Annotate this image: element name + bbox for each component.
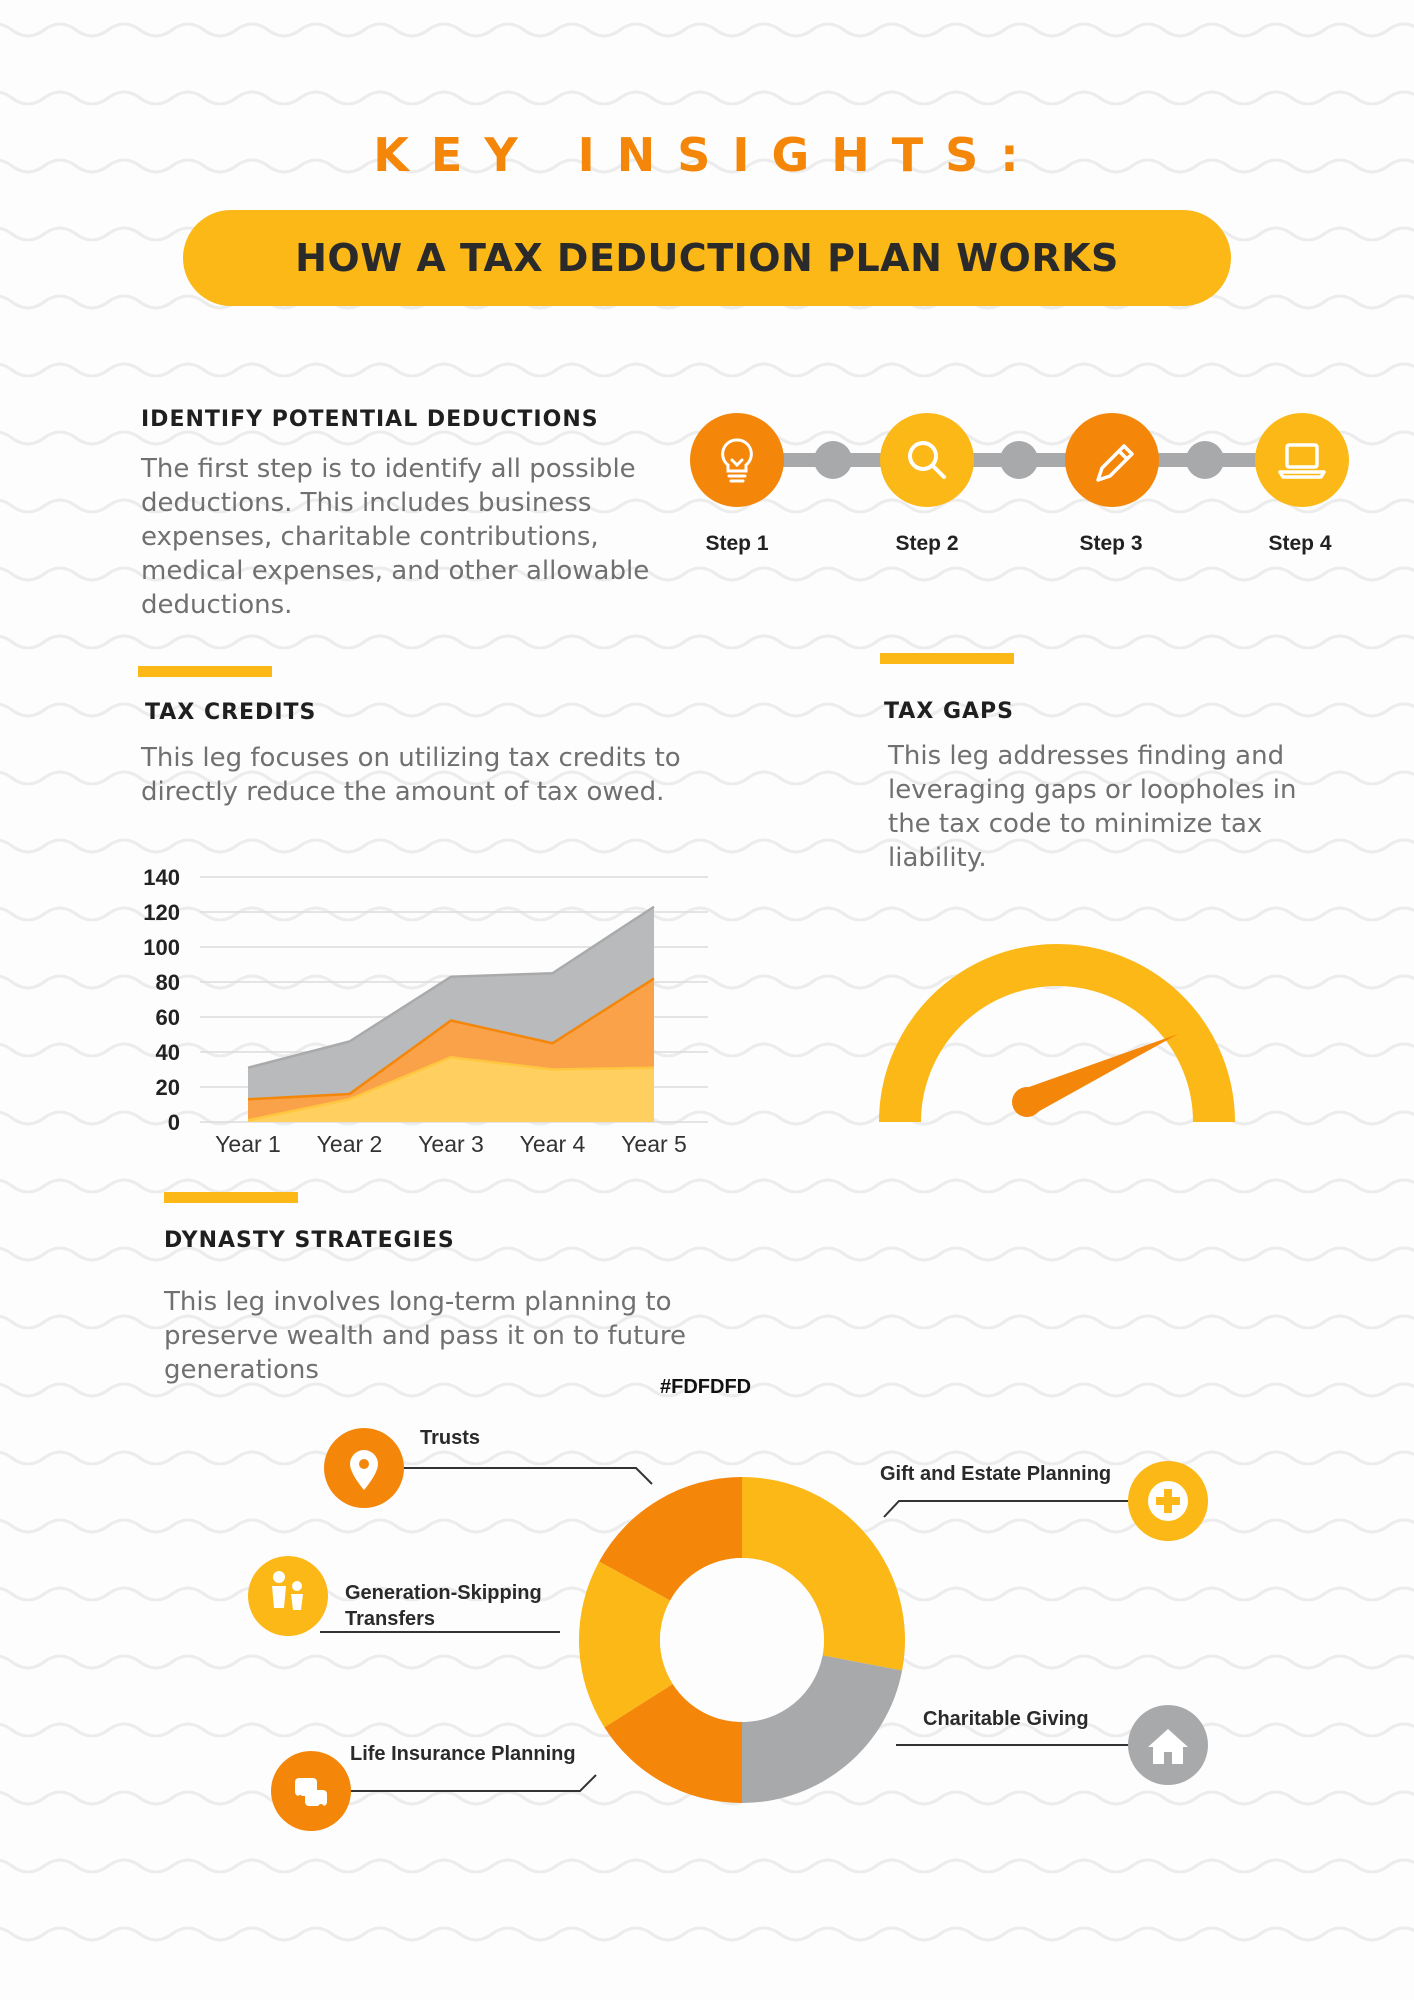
car-icon (295, 1778, 327, 1810)
callout-life-insurance: Life Insurance Planning (350, 1743, 576, 1765)
y-tick-label: 140 (143, 865, 180, 890)
step-2-label: Step 2 (895, 532, 959, 555)
donut-slice-2 (742, 1655, 903, 1803)
x-tick-label: Year 4 (520, 1131, 586, 1157)
area-series-2 (248, 978, 654, 1121)
donut-slice-3 (604, 1683, 742, 1803)
area-series-2-line (247, 977, 655, 1101)
hex-color-note: #FDFDFD (660, 1376, 752, 1398)
x-tick-label: Year 1 (215, 1131, 281, 1157)
tax-gaps-gauge (879, 944, 1235, 1123)
house-icon (1148, 1729, 1188, 1764)
gauge-arc (879, 944, 1235, 1123)
gst-badge (248, 1556, 328, 1636)
y-tick-label: 40 (156, 1040, 180, 1065)
life-insurance-badge (271, 1751, 351, 1831)
steps-timeline (690, 413, 1349, 507)
step-4-label: Step 4 (1268, 532, 1332, 555)
y-tick-label: 60 (156, 1005, 180, 1030)
step-2-badge (880, 413, 974, 507)
y-tick-label: 20 (156, 1075, 180, 1100)
laptop-icon (1278, 443, 1326, 479)
banner-title: HOW A TAX DEDUCTION PLAN WORKS (295, 236, 1119, 280)
dynasty-donut-chart (248, 1428, 1208, 1831)
charitable-badge (1128, 1705, 1208, 1785)
tax-gaps-body: This leg addresses finding and leveragin… (888, 741, 1297, 873)
step-1-badge (690, 413, 784, 507)
callout-trusts: Trusts (420, 1427, 481, 1449)
tax-gaps-accent-bar (880, 653, 1014, 664)
y-tick-label: 80 (156, 970, 180, 995)
dynasty-body: This leg involves long-term planning to … (164, 1287, 686, 1385)
tax-credits-body: This leg focuses on utilizing tax credit… (141, 743, 681, 807)
lightbulb-icon (721, 438, 753, 483)
timeline-dot (1186, 441, 1224, 479)
trusts-leader-line (403, 1467, 653, 1485)
timeline-dot (1000, 441, 1038, 479)
donut-hole (660, 1558, 824, 1722)
callout-gift-estate: Gift and Estate Planning (880, 1463, 1112, 1485)
life-insurance-leader-line (350, 1774, 597, 1792)
x-tick-label: Year 3 (418, 1131, 484, 1157)
tax-credits-accent-bar (138, 666, 272, 677)
step-3-label: Step 3 (1079, 532, 1143, 555)
medical-cross-icon (1148, 1481, 1188, 1521)
identify-heading: IDENTIFY POTENTIAL DEDUCTIONS (141, 407, 599, 432)
donut-slice-4 (578, 1561, 673, 1728)
step-3-badge (1065, 413, 1159, 507)
tax-credits-area-chart: 0 20 40 60 80 100 120 140 Year 1 Year 2 Year 3 Yea… (143, 865, 708, 1157)
location-pin-icon (350, 1450, 378, 1490)
area-series-3-line (247, 905, 655, 1069)
y-tick-label: 0 (168, 1110, 180, 1135)
trusts-badge (324, 1428, 404, 1508)
x-tick-label: Year 2 (317, 1131, 383, 1157)
step-4-badge (1255, 413, 1349, 507)
gauge-needle (1012, 1033, 1179, 1117)
callout-charitable: Charitable Giving (923, 1708, 1089, 1730)
dynasty-heading: DYNASTY STRATEGIES (164, 1228, 455, 1253)
timeline-dot (814, 441, 852, 479)
dynasty-accent-bar (164, 1192, 298, 1203)
kicker-title: KEY INSIGHTS: (373, 128, 1041, 182)
identify-body: The first step is to identify all possib… (141, 454, 650, 620)
family-icon (272, 1571, 303, 1610)
area-series-1-line (247, 1055, 655, 1122)
donut-slice-5 (599, 1477, 742, 1601)
tax-gaps-heading: TAX GAPS (884, 699, 1014, 724)
tax-credits-heading: TAX CREDITS (145, 700, 317, 725)
callout-gst: Generation-Skipping Transfers (345, 1582, 542, 1630)
x-tick-label: Year 5 (621, 1131, 687, 1157)
area-series-3 (248, 906, 654, 1100)
area-series-1 (248, 1057, 654, 1122)
y-tick-label: 100 (143, 935, 180, 960)
step-1-label: Step 1 (705, 532, 769, 555)
gift-estate-leader-line (883, 1500, 1130, 1518)
search-icon (908, 441, 946, 479)
title-banner: HOW A TAX DEDUCTION PLAN WORKS (183, 210, 1231, 306)
pencil-icon (1096, 444, 1134, 482)
gift-estate-badge (1128, 1461, 1208, 1541)
donut-slice-1 (742, 1477, 905, 1671)
y-tick-label: 120 (143, 900, 180, 925)
